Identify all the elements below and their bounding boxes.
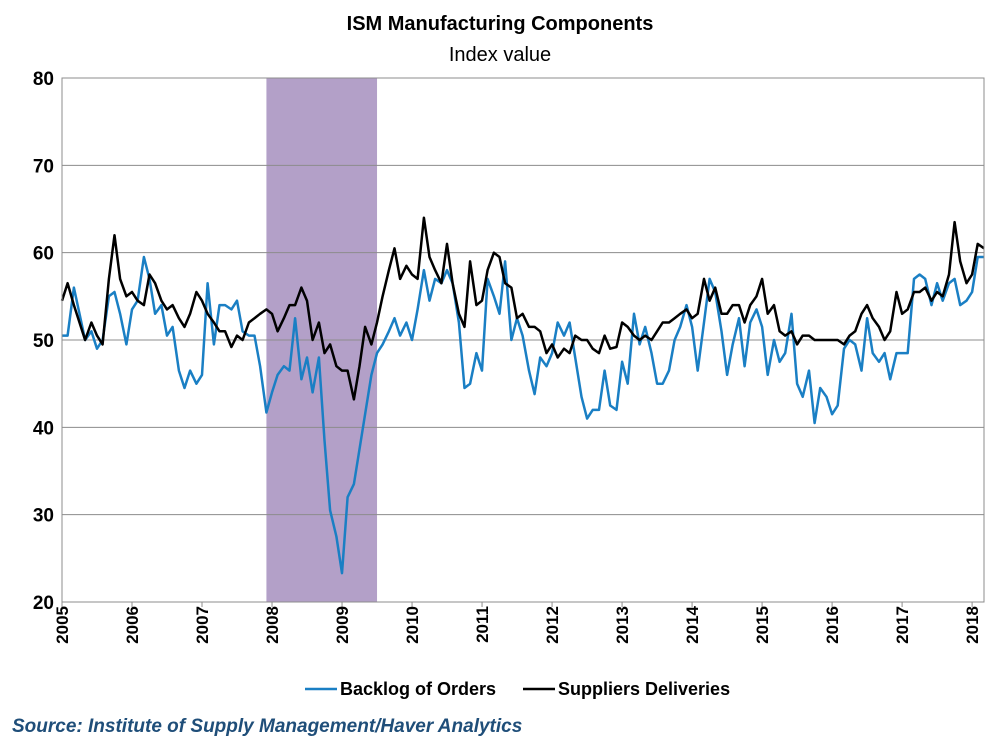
y-tick-label-60: 60: [33, 244, 54, 265]
y-axis: 20 30 40 50 60 70 80: [33, 69, 54, 614]
x-tick-label-2008: 2008: [263, 606, 282, 644]
x-axis: 2005 2006 2007 2008 2009 2010 2011 2012 2013 2014…: [53, 602, 982, 644]
series-line-backlog-of-orders: [62, 255, 984, 575]
x-tick-label-2012: 2012: [543, 606, 562, 644]
series-lines: [60, 216, 985, 575]
y-tick-label-80: 80: [33, 69, 54, 90]
x-tick-label-2007: 2007: [193, 606, 212, 644]
x-tick-label-2006: 2006: [123, 606, 142, 644]
legend: Backlog of Orders Suppliers Deliveries: [305, 679, 730, 699]
x-tick-label-2016: 2016: [823, 606, 842, 644]
series-line-suppliers-deliveries: [60, 216, 985, 401]
x-tick-label-2011: 2011: [473, 606, 492, 643]
plot-area: [60, 77, 985, 603]
y-tick-label-30: 30: [33, 506, 54, 527]
y-tick-label-40: 40: [33, 418, 54, 439]
source-note: Source: Institute of Supply Management/H…: [12, 716, 523, 737]
legend-label-backlog: Backlog of Orders: [340, 679, 496, 699]
legend-label-suppliers: Suppliers Deliveries: [558, 679, 730, 699]
y-tick-label-50: 50: [33, 331, 54, 352]
x-tick-label-2013: 2013: [613, 606, 632, 644]
y-tick-label-70: 70: [33, 156, 54, 177]
legend-item-suppliers: Suppliers Deliveries: [523, 679, 730, 699]
chart-title: ISM Manufacturing Components: [347, 13, 654, 35]
x-tick-label-2010: 2010: [403, 606, 422, 644]
legend-item-backlog: Backlog of Orders: [305, 679, 496, 699]
x-tick-label-2005: 2005: [53, 606, 72, 644]
plot-border: [61, 77, 985, 603]
x-tick-label-2014: 2014: [683, 605, 702, 643]
chart-subtitle: Index value: [449, 44, 551, 66]
x-tick-label-2015: 2015: [753, 606, 772, 644]
x-tick-label-2017: 2017: [893, 606, 912, 644]
y-tick-label-20: 20: [33, 593, 54, 614]
x-tick-label-2009: 2009: [333, 606, 352, 644]
x-tick-label-2018: 2018: [963, 606, 982, 644]
